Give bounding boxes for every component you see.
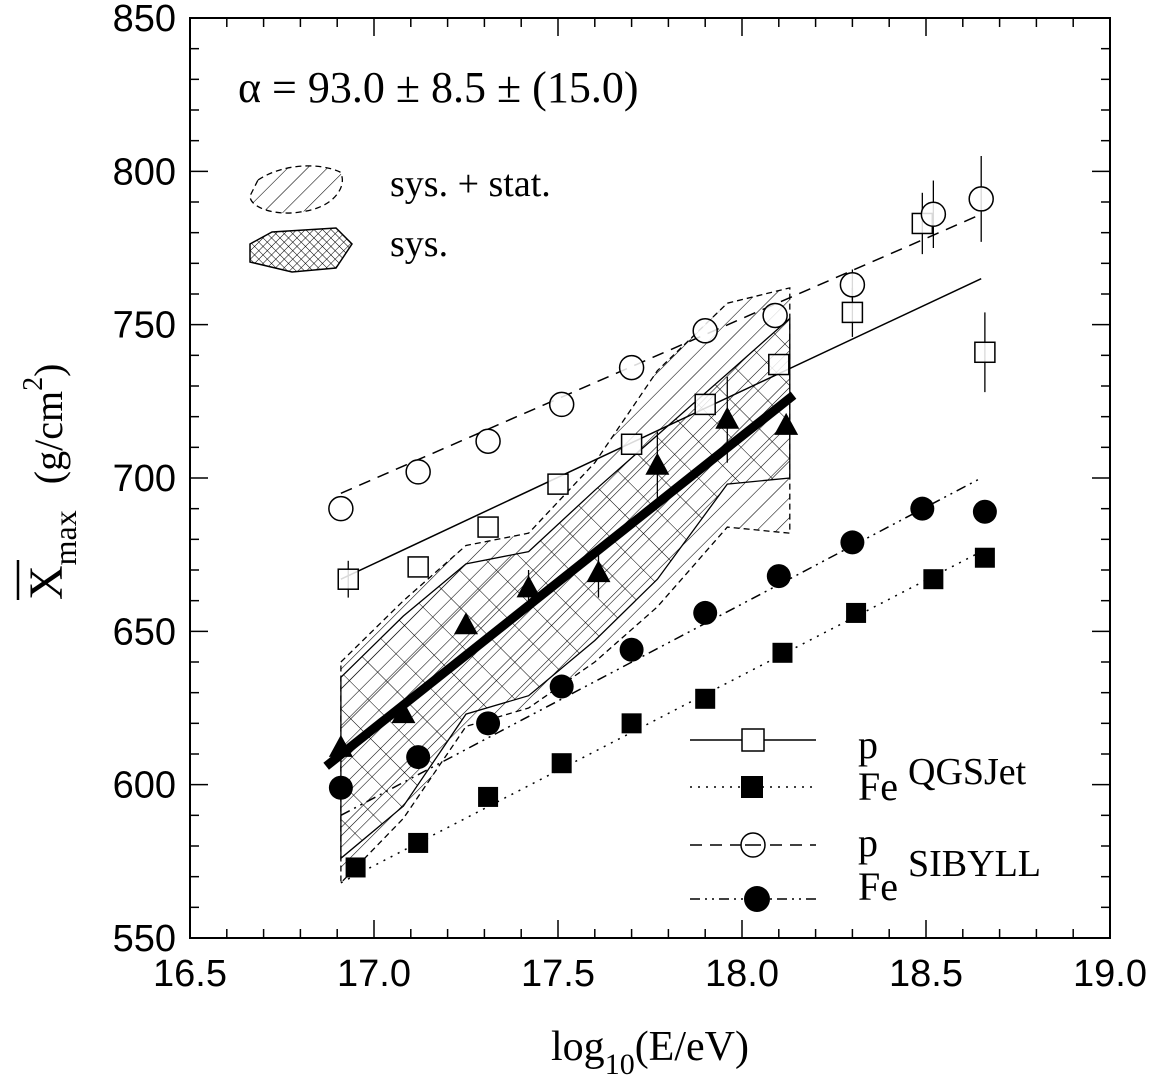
x-tick-label: 17.0 [337, 953, 411, 995]
legend-sibyll-fe-marker [744, 886, 770, 912]
point-data [774, 412, 799, 435]
point-qgsjet-p [547, 473, 569, 495]
point-sibyll-p [692, 318, 718, 344]
fit-line-qgsjet-fe [340, 550, 982, 884]
point-sibyll-p [968, 186, 994, 212]
point-qgsjet-fe [923, 569, 944, 590]
point-sibyll-fe [910, 496, 935, 521]
legend-sys-stat-swatch [249, 165, 343, 214]
point-sibyll-p [618, 354, 645, 381]
point-qgsjet-fe [478, 786, 499, 807]
fit-line-qgsjet-p [340, 277, 982, 580]
point-qgsjet-fe [695, 688, 716, 709]
y-tick-label: 800 [113, 151, 176, 193]
point-sibyll-fe [972, 499, 997, 524]
point-sibyll-fe [693, 600, 718, 625]
point-qgsjet-fe [772, 642, 793, 663]
y-tick-label: 600 [113, 765, 176, 807]
point-data [645, 452, 670, 475]
x-tick-label: 19.0 [1073, 953, 1147, 995]
point-sibyll-p [762, 302, 788, 329]
point-sibyll-fe [766, 564, 791, 589]
svg-text:Xmax(g/cm2): Xmax(g/cm2) [18, 364, 83, 600]
data-fit-line-stroke [323, 391, 797, 770]
legend-qgsjet-p-marker [741, 728, 765, 752]
data-markers [328, 186, 997, 878]
point-data [454, 612, 478, 635]
point-qgsjet-fe [974, 547, 995, 568]
y-tick-label: 750 [113, 305, 176, 347]
point-qgsjet-p [407, 556, 429, 578]
x-tick-label: 18.5 [889, 953, 963, 995]
point-sibyll-fe [406, 745, 431, 770]
alpha-annotation: α = 93.0 ± 8.5 ± (15.0) [238, 63, 638, 112]
point-sibyll-fe [476, 711, 501, 736]
x-tick-label: 18.0 [705, 953, 779, 995]
point-qgsjet-p [620, 433, 643, 456]
point-qgsjet-p [337, 568, 359, 590]
point-sibyll-p [839, 272, 866, 298]
model-legend: p Fe QGSJet p Fe SIBYLL [690, 722, 1041, 912]
point-sibyll-p [920, 201, 947, 228]
legend-qgsjet-p-label: p [858, 722, 878, 767]
x-tick-label: 17.5 [521, 953, 595, 995]
point-qgsjet-p [768, 353, 790, 376]
axis-ticks: 16.5 17.0 17.5 18.0 18.5 19.0 550 600 650 700 750 8… [113, 0, 1147, 995]
legend-qgsjet-fe-label: Fe [858, 764, 898, 809]
legend-qgsjet-fe-marker [741, 776, 763, 798]
legend-sibyll-model-label: SIBYLL [908, 843, 1041, 885]
y-tick-label: 650 [113, 611, 176, 653]
point-qgsjet-fe [621, 713, 642, 734]
point-data [516, 575, 541, 598]
legend-sys-swatch [249, 227, 353, 273]
y-tick-label: 850 [113, 0, 176, 40]
fit-line-sibyll-fe [340, 477, 982, 816]
point-sibyll-p [405, 459, 431, 485]
legend-sibyll-p-label: p [858, 820, 878, 865]
point-sibyll-fe [328, 775, 353, 800]
point-qgsjet-p [694, 393, 716, 416]
legend-sibyll-fe-label: Fe [858, 864, 898, 909]
point-sibyll-fe [549, 674, 574, 699]
point-qgsjet-p [477, 516, 499, 538]
systematic-bands [340, 287, 791, 885]
fit-line-sibyll-p [340, 213, 982, 495]
point-sibyll-p [475, 428, 501, 454]
legend-qgsjet-model-label: QGSJet [908, 751, 1027, 793]
point-qgsjet-fe [551, 753, 572, 774]
point-data [715, 406, 740, 429]
point-qgsjet-fe [408, 832, 429, 853]
y-axis-label: Xmax(g/cm2) [16, 364, 83, 600]
band-sys [340, 317, 791, 860]
legend-sys-label: sys. [390, 223, 448, 265]
point-sibyll-p [328, 495, 354, 522]
point-sibyll-fe [840, 530, 865, 555]
point-qgsjet-p [974, 341, 996, 364]
data-fit-line [323, 391, 797, 770]
model-fit-lines [340, 213, 982, 884]
y-tick-label: 700 [113, 458, 176, 500]
legend-sys-stat-label: sys. + stat. [390, 163, 551, 205]
point-sibyll-fe [619, 637, 644, 662]
y-tick-label: 550 [113, 918, 176, 960]
x-axis-label: log10(E/eV) [551, 1024, 749, 1081]
point-qgsjet-fe [846, 602, 867, 623]
point-qgsjet-fe [345, 857, 366, 878]
point-qgsjet-p [841, 301, 864, 324]
point-data [391, 701, 416, 724]
x-tick-label: 16.5 [153, 953, 227, 995]
point-sibyll-p [548, 391, 575, 418]
point-data [586, 560, 611, 583]
